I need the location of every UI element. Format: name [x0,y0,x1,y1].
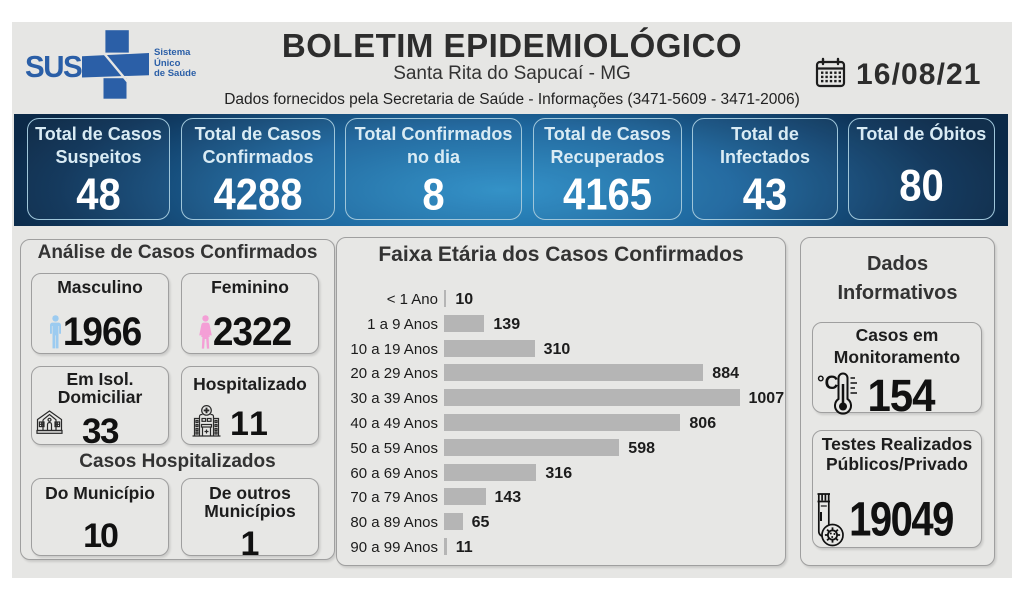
svg-text:°C: °C [817,373,839,394]
